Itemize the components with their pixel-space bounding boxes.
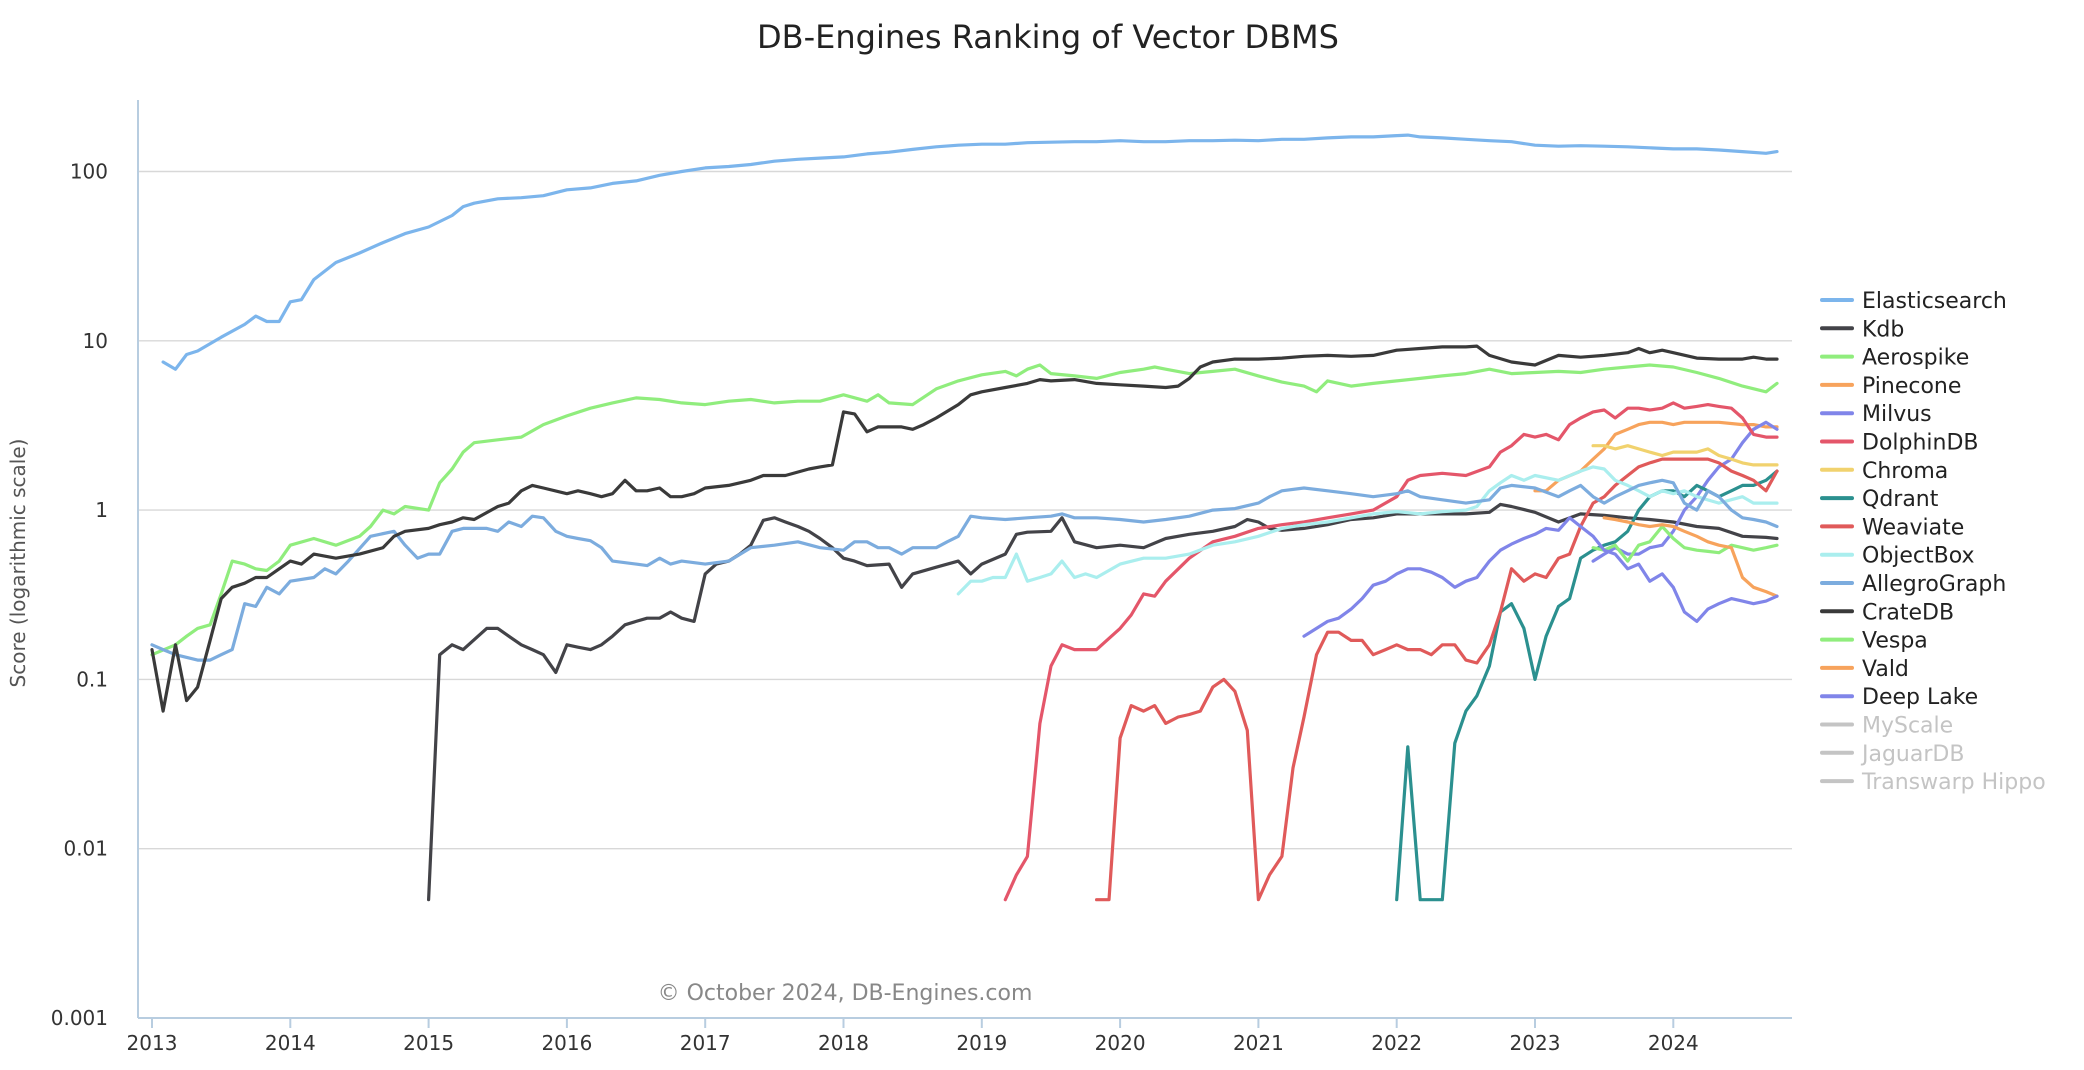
series-line-allegrograph — [150, 478, 1779, 662]
y-tick-label: 0.01 — [63, 837, 108, 861]
legend-label: Kdb — [1862, 317, 1904, 342]
legend-label: ObjectBox — [1862, 544, 1975, 569]
series-line-cratedb — [150, 344, 1779, 713]
legend-item-weaviate[interactable]: Weaviate — [1820, 515, 1964, 540]
x-tick-label: 2013 — [127, 1031, 178, 1055]
legend-label: Chroma — [1862, 459, 1948, 484]
grid — [138, 170, 1792, 1019]
y-axis-label: Score (logarithmic scale) — [6, 439, 30, 688]
series-line-vald — [1602, 516, 1779, 598]
legend: Elasticsearch Kdb Aerospike Pinecone Milvus D… — [1820, 289, 2046, 795]
legend-item-dolphindb[interactable]: DolphinDB — [1820, 431, 1979, 456]
legend-item-cratedb[interactable]: CrateDB — [1820, 600, 1954, 625]
credit-text: © October 2024, DB-Engines.com — [658, 981, 1033, 1006]
x-tick-label: 2017 — [680, 1031, 731, 1055]
legend-label: Milvus — [1862, 402, 1932, 427]
legend-label: Transwarp Hippo — [1861, 770, 2046, 795]
y-tick-label: 100 — [70, 160, 108, 184]
legend-label: CrateDB — [1862, 600, 1954, 625]
legend-item-aerospike[interactable]: Aerospike — [1820, 346, 1969, 371]
legend-item-qdrant[interactable]: Qdrant — [1820, 487, 1939, 512]
series-line-milvus — [1591, 420, 1779, 563]
legend-label: Vespa — [1862, 629, 1928, 654]
chart-title: DB-Engines Ranking of Vector DBMS — [757, 18, 1339, 56]
series — [150, 133, 1779, 902]
legend-item-chroma[interactable]: Chroma — [1820, 459, 1948, 484]
x-tick-label: 2021 — [1233, 1031, 1284, 1055]
series-line-vespa — [1591, 524, 1779, 563]
series-line-objectbox — [956, 465, 1779, 596]
legend-label: JaguarDB — [1860, 742, 1964, 767]
legend-item-pinecone[interactable]: Pinecone — [1820, 374, 1961, 399]
x-tick-label: 2020 — [1095, 1031, 1146, 1055]
y-tick-label: 0.1 — [76, 667, 108, 691]
y-tick-label: 0.001 — [51, 1006, 108, 1030]
legend-item-transwarp-hippo[interactable]: Transwarp Hippo — [1820, 770, 2046, 795]
legend-label: DolphinDB — [1862, 431, 1979, 456]
legend-item-milvus[interactable]: Milvus — [1820, 402, 1932, 427]
legend-item-myscale[interactable]: MyScale — [1820, 714, 1953, 739]
series-line-deep-lake — [1302, 516, 1779, 638]
x-tick-label: 2018 — [818, 1031, 869, 1055]
series-line-qdrant — [1395, 469, 1779, 902]
series-line-weaviate — [1095, 457, 1779, 902]
legend-item-objectbox[interactable]: ObjectBox — [1820, 544, 1975, 569]
series-line-aerospike — [150, 363, 1779, 657]
x-tick-label: 2015 — [403, 1031, 454, 1055]
legend-label: Deep Lake — [1862, 685, 1978, 710]
legend-label: Elasticsearch — [1862, 289, 2007, 314]
legend-item-vespa[interactable]: Vespa — [1820, 629, 1928, 654]
y-tick-label: 1 — [95, 498, 108, 522]
series-line-elasticsearch — [161, 133, 1779, 371]
axes: 0.001 0.01 0.1 1 10 100 2013 2014 2015 2016 2017 20… — [51, 100, 1792, 1055]
legend-label: Vald — [1862, 657, 1909, 682]
series-line-chroma — [1591, 444, 1779, 467]
x-tick-label: 2022 — [1371, 1031, 1422, 1055]
x-tick-label: 2024 — [1648, 1031, 1699, 1055]
legend-item-jaguardb[interactable]: JaguarDB — [1820, 742, 1964, 767]
legend-label: MyScale — [1862, 714, 1953, 739]
legend-label: Aerospike — [1862, 346, 1969, 371]
x-tick-label: 2014 — [265, 1031, 316, 1055]
legend-item-allegrograph[interactable]: AllegroGraph — [1820, 572, 2006, 597]
legend-item-vald[interactable]: Vald — [1820, 657, 1909, 682]
y-tick-label: 10 — [83, 329, 108, 353]
legend-label: Weaviate — [1862, 515, 1964, 540]
x-tick-label: 2019 — [956, 1031, 1007, 1055]
x-tick-label: 2016 — [541, 1031, 592, 1055]
legend-label: AllegroGraph — [1862, 572, 2006, 597]
legend-label: Qdrant — [1862, 487, 1939, 512]
legend-item-deep-lake[interactable]: Deep Lake — [1820, 685, 1978, 710]
x-tick-label: 2023 — [1510, 1031, 1561, 1055]
series-line-kdb — [427, 502, 1779, 902]
legend-label: Pinecone — [1862, 374, 1961, 399]
series-line-dolphindb — [1003, 401, 1779, 902]
legend-item-kdb[interactable]: Kdb — [1820, 317, 1904, 342]
legend-item-elasticsearch[interactable]: Elasticsearch — [1820, 289, 2007, 314]
